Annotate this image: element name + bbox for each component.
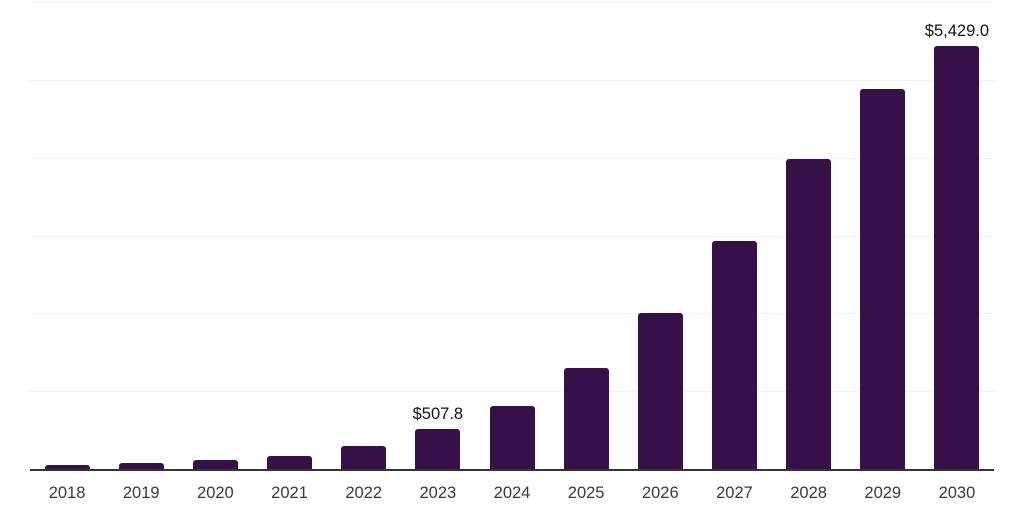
bar-2029	[860, 89, 906, 469]
bar-2026	[637, 313, 683, 469]
bar-2030	[934, 46, 980, 469]
x-tick-2019: 2019	[122, 484, 160, 502]
bar-2020	[192, 460, 238, 469]
x-tick-2024: 2024	[493, 484, 531, 502]
bar-2023	[415, 429, 461, 469]
gridline-2000	[30, 313, 994, 315]
x-tick-2018: 2018	[48, 484, 86, 502]
x-tick-2022: 2022	[345, 484, 383, 502]
bar-2019	[118, 463, 164, 469]
bar-2022	[341, 445, 387, 469]
x-tick-2029: 2029	[864, 484, 902, 502]
gridline-6000	[30, 2, 994, 3]
gridline-4000	[30, 157, 994, 159]
value-label-2030: $5,429.0	[924, 21, 990, 40]
plot-area: $507.8 $5,429.0	[30, 2, 994, 471]
bar-2027	[711, 241, 757, 469]
x-tick-2026: 2026	[641, 484, 679, 502]
bar-2021	[267, 455, 313, 469]
bar-2024	[489, 406, 535, 469]
x-tick-2020: 2020	[197, 484, 234, 502]
bar-2028	[786, 159, 832, 469]
x-tick-2030: 2030	[938, 484, 976, 502]
bar-2018	[44, 465, 90, 469]
x-tick-2028: 2028	[790, 484, 827, 502]
gridline-1000	[30, 391, 994, 393]
bar-2025	[563, 368, 609, 469]
gridline-3000	[30, 235, 994, 237]
x-tick-2023: 2023	[419, 484, 457, 502]
x-tick-2021: 2021	[271, 484, 308, 502]
value-label-2023: $507.8	[412, 404, 464, 423]
x-tick-2027: 2027	[716, 484, 753, 502]
x-tick-2025: 2025	[567, 484, 605, 502]
gridline-5000	[30, 79, 994, 81]
